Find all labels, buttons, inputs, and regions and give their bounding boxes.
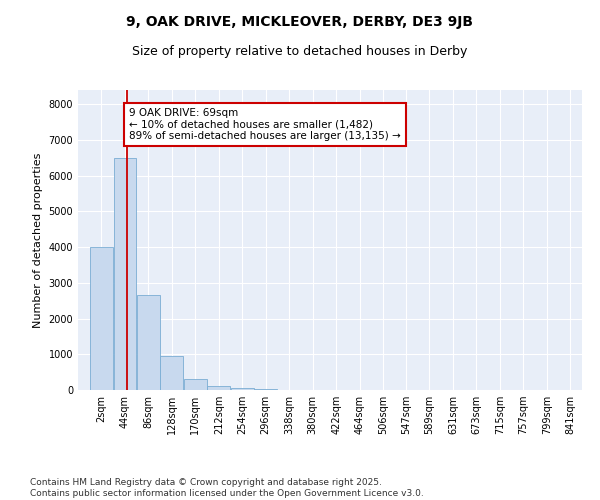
Text: 9 OAK DRIVE: 69sqm
← 10% of detached houses are smaller (1,482)
89% of semi-deta: 9 OAK DRIVE: 69sqm ← 10% of detached hou…: [130, 108, 401, 141]
Bar: [137, 296, 160, 390]
Bar: [160, 356, 183, 390]
Bar: [90, 247, 113, 390]
Text: Size of property relative to detached houses in Derby: Size of property relative to detached ho…: [133, 45, 467, 58]
Bar: [231, 388, 254, 390]
Text: Contains HM Land Registry data © Crown copyright and database right 2025.
Contai: Contains HM Land Registry data © Crown c…: [30, 478, 424, 498]
Bar: [113, 158, 136, 390]
Text: 9, OAK DRIVE, MICKLEOVER, DERBY, DE3 9JB: 9, OAK DRIVE, MICKLEOVER, DERBY, DE3 9JB: [127, 15, 473, 29]
Bar: [254, 389, 277, 390]
Bar: [184, 380, 207, 390]
Bar: [208, 386, 230, 390]
Y-axis label: Number of detached properties: Number of detached properties: [33, 152, 43, 328]
